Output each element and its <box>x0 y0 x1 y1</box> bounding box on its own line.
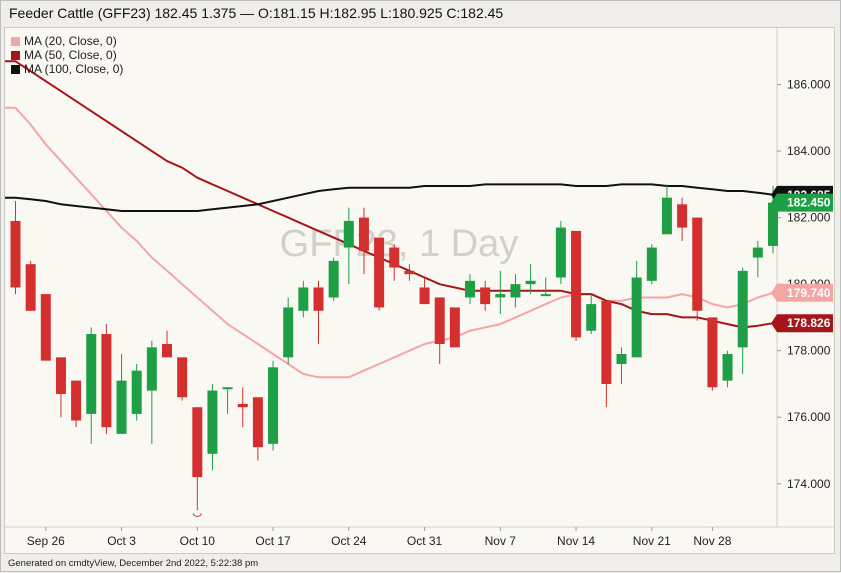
price-tag-label: 178.826 <box>787 316 831 330</box>
price-tag: 179.740 <box>771 283 833 302</box>
candle-down[interactable] <box>692 217 703 311</box>
low-marker-icon <box>192 513 202 517</box>
candle-up[interactable] <box>116 380 127 434</box>
ma50-line <box>5 60 774 329</box>
candle-down[interactable] <box>252 397 263 448</box>
candle-down[interactable] <box>707 317 718 388</box>
candle-down[interactable] <box>434 297 445 345</box>
candle-down[interactable] <box>677 204 688 228</box>
x-tick-label: Nov 28 <box>693 534 731 548</box>
ma-legend: MA (20, Close, 0) MA (50, Close, 0) MA (… <box>11 34 123 76</box>
y-tick-label: 182.000 <box>787 211 831 225</box>
candle-down[interactable] <box>55 357 66 394</box>
x-tick-label: Oct 24 <box>331 534 367 548</box>
candle-up[interactable] <box>465 280 475 298</box>
candle-up[interactable] <box>525 280 536 285</box>
candle-up[interactable] <box>737 270 748 348</box>
candle-down[interactable] <box>358 217 369 251</box>
candle-up[interactable] <box>540 294 551 297</box>
legend-item-ma20[interactable]: MA (20, Close, 0) <box>11 34 123 48</box>
x-tick-label: Oct 31 <box>407 534 443 548</box>
x-tick-label: Oct 3 <box>107 534 136 548</box>
candle-down[interactable] <box>313 287 324 311</box>
x-tick-label: Nov 21 <box>633 534 671 548</box>
candle-down[interactable] <box>162 344 172 358</box>
candle-up[interactable] <box>631 277 642 358</box>
legend-item-ma100[interactable]: MA (100, Close, 0) <box>11 62 123 76</box>
y-tick-label: 178.000 <box>787 344 831 358</box>
candle-up[interactable] <box>328 260 339 298</box>
ma20-line <box>5 106 774 379</box>
candle-up[interactable] <box>661 197 672 235</box>
ma100-line <box>5 183 774 212</box>
legend-label-ma100: MA (100, Close, 0) <box>24 62 124 76</box>
y-tick-label: 184.000 <box>787 144 831 158</box>
price-tag-label: 182.450 <box>787 196 831 210</box>
candle-down[interactable] <box>10 220 21 288</box>
candle-down[interactable] <box>419 287 430 305</box>
price-tag-bg <box>771 314 833 333</box>
candle-down[interactable] <box>40 294 51 361</box>
candle-up[interactable] <box>131 370 142 414</box>
legend-label-ma20: MA (20, Close, 0) <box>24 34 117 48</box>
y-tick-label: 176.000 <box>787 410 831 424</box>
price-tag-label: 179.740 <box>787 286 831 300</box>
x-tick-label: Nov 7 <box>485 534 517 548</box>
instrument-header: Feeder Cattle (GFF23) 182.45 1.375 — O:1… <box>9 5 504 21</box>
x-tick-label: Sep 26 <box>27 534 65 548</box>
x-tick-label: Oct 17 <box>255 534 291 548</box>
y-tick-label: 186.000 <box>787 78 831 92</box>
legend-label-ma50: MA (50, Close, 0) <box>24 48 117 62</box>
candle-down[interactable] <box>101 334 112 428</box>
x-tick-label: Nov 14 <box>557 534 595 548</box>
candle-down[interactable] <box>237 403 248 408</box>
price-tag-bg <box>771 193 833 212</box>
candle-up[interactable] <box>555 227 566 278</box>
candle-up[interactable] <box>298 287 309 311</box>
candle-up[interactable] <box>207 390 218 454</box>
candle-up[interactable] <box>646 247 657 281</box>
candle-up[interactable] <box>722 354 733 381</box>
candle-down[interactable] <box>449 307 460 348</box>
candle-up[interactable] <box>768 202 778 246</box>
candle-up[interactable] <box>86 334 97 414</box>
legend-item-ma50[interactable]: MA (50, Close, 0) <box>11 48 123 62</box>
candle-up[interactable] <box>343 220 354 248</box>
generated-footer: Generated on cmdtyView, December 2nd 202… <box>8 558 259 569</box>
price-tag: 178.826 <box>771 314 833 333</box>
legend-swatch-ma20 <box>11 36 20 46</box>
candle-up[interactable] <box>752 247 763 258</box>
legend-swatch-ma100 <box>11 64 20 74</box>
candle-up[interactable] <box>495 294 506 298</box>
candle-up[interactable] <box>586 304 597 331</box>
legend-swatch-ma50 <box>11 50 20 60</box>
candle-down[interactable] <box>601 300 612 384</box>
price-tag-bg <box>771 283 833 302</box>
candle-down[interactable] <box>177 357 188 398</box>
candle-up[interactable] <box>146 347 157 391</box>
candle-down[interactable] <box>571 230 582 338</box>
x-tick-label: Oct 10 <box>180 534 216 548</box>
candle-down[interactable] <box>389 247 400 268</box>
candle-down[interactable] <box>192 407 203 478</box>
candle-up[interactable] <box>268 367 279 444</box>
candle-down[interactable] <box>374 237 385 308</box>
candle-up[interactable] <box>222 387 233 390</box>
candle-up[interactable] <box>616 354 627 364</box>
candle-down[interactable] <box>404 270 415 275</box>
candle-up[interactable] <box>283 307 294 358</box>
candle-down[interactable] <box>480 287 491 305</box>
candle-down[interactable] <box>25 264 36 311</box>
price-tag: 182.450 <box>771 193 833 212</box>
candle-down[interactable] <box>71 380 82 421</box>
y-tick-label: 174.000 <box>787 477 831 491</box>
candle-up[interactable] <box>510 284 521 298</box>
